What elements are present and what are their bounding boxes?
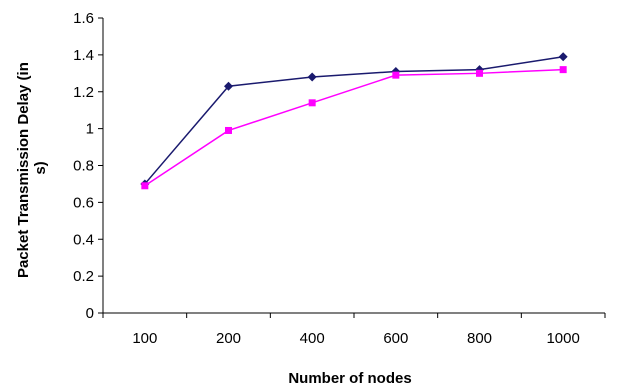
series-1-line [144, 55, 564, 185]
y-tick-label: 1 [86, 121, 94, 138]
series-2-line [144, 68, 564, 187]
series-2-point [476, 69, 483, 77]
series-1-point [224, 81, 233, 91]
series-layer [140, 52, 568, 190]
x-tick-label: 1000 [546, 330, 579, 347]
x-axis-title: Number of nodes [288, 370, 411, 387]
series-1-point [558, 52, 568, 62]
x-tick-label: 200 [216, 330, 241, 347]
y-axis-title-line-2: s) [32, 161, 49, 174]
x-tick-label: 600 [383, 330, 408, 347]
series-2-point [141, 182, 149, 190]
y-tick-label: 0.6 [73, 194, 94, 211]
y-tick-label: 1.6 [73, 10, 94, 27]
y-axis-title-line-1: Packet Transmission Delay (in [15, 62, 32, 278]
y-tick-label: 1.2 [73, 84, 94, 101]
x-axis-ticks: 100 200 400 600 800 1000 [102, 313, 606, 347]
series-2-point [308, 99, 316, 107]
y-tick-label: 0 [86, 305, 94, 322]
x-tick-label: 400 [300, 330, 325, 347]
y-tick-label: 0.8 [73, 158, 94, 175]
series-2 [141, 66, 567, 190]
series-2-point [225, 126, 232, 134]
x-tick-label: 100 [132, 330, 157, 347]
y-tick-label: 0.2 [73, 268, 94, 285]
y-tick-label: 1.4 [73, 47, 94, 64]
series-2-point [559, 66, 567, 74]
series-1-point [307, 72, 317, 82]
y-axis-title: Packet Transmission Delay (in s) [15, 58, 49, 278]
y-axis-ticks: 0 0.2 0.4 0.6 0.8 1 1.2 1.4 1.6 [73, 10, 103, 322]
series-2-point [392, 71, 400, 79]
x-tick-label: 800 [467, 330, 492, 347]
y-tick-label: 0.4 [73, 231, 94, 248]
